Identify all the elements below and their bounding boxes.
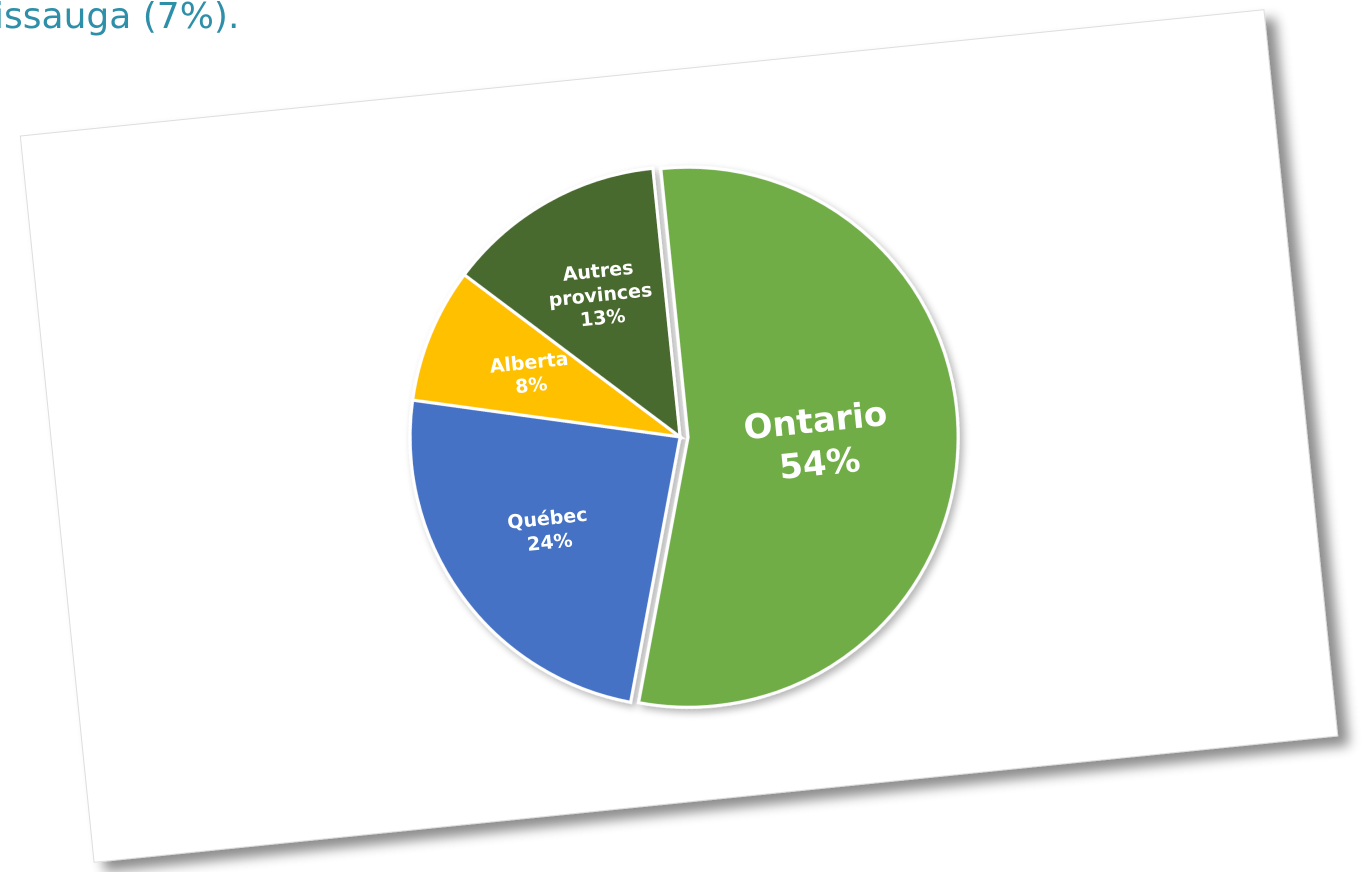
caption: issauga (7%). (0, 0, 239, 37)
slice-value-label: 13% (579, 305, 627, 332)
pie-slice (636, 165, 960, 709)
slice-category: Autres provinces (547, 256, 654, 312)
pie-slice (462, 166, 682, 441)
pie-slice (410, 272, 686, 440)
slice-value-label: 24% (526, 529, 574, 556)
slice-value-label: 8% (514, 373, 549, 399)
slice-value-label: 54% (777, 439, 863, 488)
slice-label-box: Autres provinces 13% (530, 235, 670, 358)
slice-category: Ontario (741, 394, 890, 449)
slice-label-box: Ontario 54% (712, 373, 923, 513)
pie (408, 165, 960, 709)
pie-slice (408, 398, 682, 705)
slice-label-box: Québec 24% (478, 470, 618, 593)
